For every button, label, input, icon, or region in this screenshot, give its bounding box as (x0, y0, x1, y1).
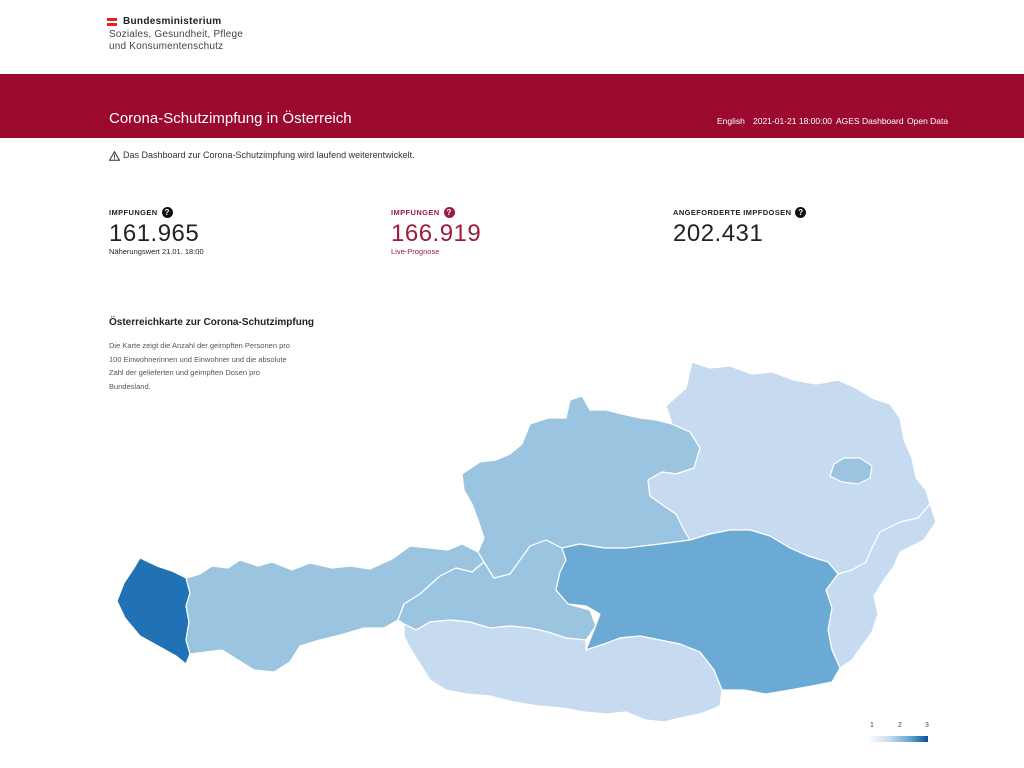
warning-icon (109, 150, 120, 161)
legend-color-scale (870, 736, 928, 742)
kpi-value: 161.965 (109, 220, 200, 247)
nav-ages-dashboard-link[interactable]: AGES Dashboard (836, 116, 904, 126)
header-banner (0, 74, 1024, 138)
legend-tick-min: 1 (870, 722, 874, 729)
kpi-subtext: Live-Prognose (391, 247, 440, 256)
kpi-vaccinations-live: IMPFUNGEN? 166.919 Live-Prognose (391, 207, 481, 256)
austria-flag-icon (107, 18, 117, 26)
development-notice: Das Dashboard zur Corona-Schutzimpfung w… (109, 150, 415, 161)
kpi-vaccinations: IMPFUNGEN? 161.965 Näherungswert 21.01. … (109, 207, 204, 256)
page-title: Corona-Schutzimpfung in Österreich (109, 110, 352, 127)
map-legend: 1 2 3 (870, 722, 930, 742)
kpi-value: 202.431 (673, 220, 764, 247)
logo-line-1: Soziales, Gesundheit, Pflege (109, 29, 244, 40)
kpi-value: 166.919 (391, 220, 482, 247)
legend-tick-max: 3 (925, 722, 929, 729)
logo-line-2: und Konsumentenschutz (109, 41, 224, 52)
nav-open-data-link[interactable]: Open Data (907, 116, 949, 126)
logo-title: Bundesministerium (123, 16, 222, 27)
map-title: Österreichkarte zur Corona-Schutzimpfung (109, 317, 315, 328)
kpi-subtext: Näherungswert 21.01. 18:00 (109, 247, 204, 256)
help-icon[interactable]: ? (443, 207, 455, 218)
flag-stripe-middle (107, 20, 117, 24)
map-description: Die Karte zeigt die Anzahl der geimpften… (109, 341, 290, 391)
state-kaernten[interactable] (403, 619, 723, 723)
nav-english-link[interactable]: English (717, 116, 745, 126)
nav-timestamp: 2021-01-21 18:00:00 (753, 116, 832, 126)
help-icon[interactable]: ? (795, 207, 807, 218)
state-wien[interactable] (829, 457, 873, 485)
notice-text: Das Dashboard zur Corona-Schutzimpfung w… (123, 150, 415, 160)
legend-tick-mid: 2 (898, 722, 902, 729)
kpi-label: IMPFUNGEN (391, 208, 440, 217)
flag-stripe-top (107, 18, 117, 21)
state-steiermark[interactable] (555, 529, 841, 695)
kpi-requested-doses: ANGEFORDERTE IMPFDOSEN? 202.431 (673, 207, 807, 248)
help-icon[interactable]: ? (161, 207, 173, 218)
flag-stripe-bottom (107, 23, 117, 26)
kpi-label: ANGEFORDERTE IMPFDOSEN (673, 208, 792, 217)
state-vorarlberg[interactable] (116, 557, 191, 665)
kpi-label: IMPFUNGEN (109, 208, 158, 217)
